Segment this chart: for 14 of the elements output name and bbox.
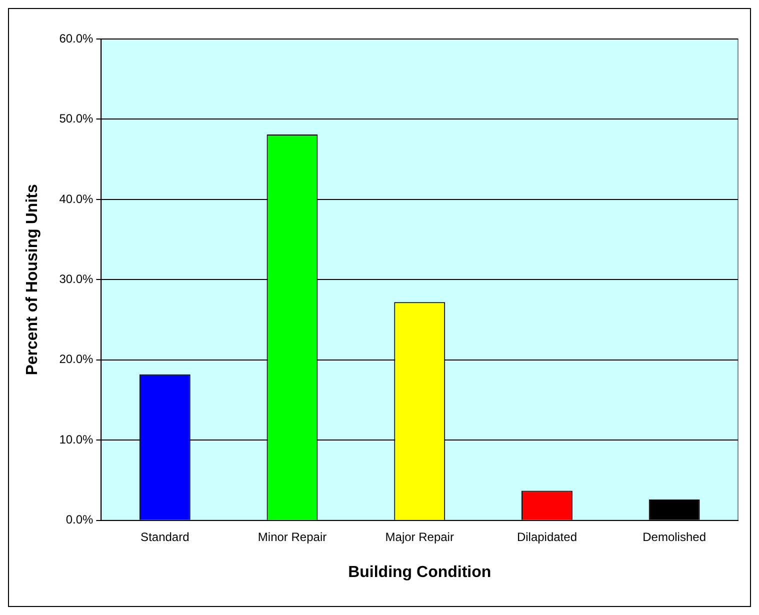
y-tick-label: 0.0% xyxy=(66,512,94,527)
x-tick-label: Demolished xyxy=(642,530,706,544)
x-axis-title: Building Condition xyxy=(348,564,492,581)
x-tick-label: Major Repair xyxy=(385,530,454,544)
y-tick-label: 10.0% xyxy=(59,432,94,446)
x-tick-label: Dilapidated xyxy=(516,530,577,544)
y-axis-title: Percent of Housing Units xyxy=(24,184,42,376)
y-tick-label: 50.0% xyxy=(59,112,94,126)
y-tick-label: 20.0% xyxy=(59,352,94,366)
x-tick-label: Minor Repair xyxy=(258,530,327,544)
x-tick-label: Standard xyxy=(140,530,190,544)
y-tick-label: 40.0% xyxy=(59,192,94,206)
y-tick-label: 60.0% xyxy=(59,31,94,46)
y-tick-label: 30.0% xyxy=(59,272,94,286)
